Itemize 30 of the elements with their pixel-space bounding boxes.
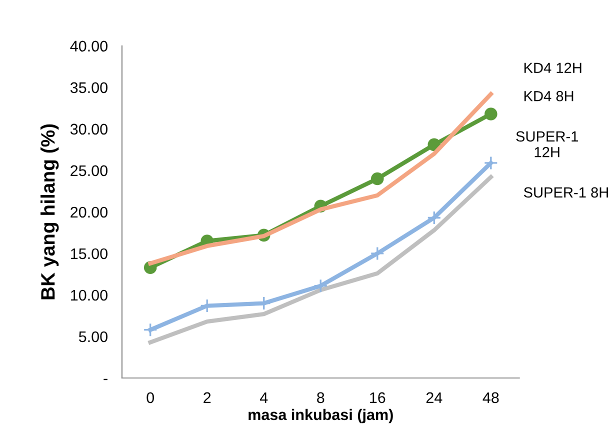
- x-tick-label: 8: [317, 392, 324, 404]
- y-tick-label: -: [104, 378, 108, 380]
- y-tick-label: 30.00: [70, 124, 108, 135]
- y-tick-label: 25.00: [70, 165, 108, 176]
- series-label: SUPER-1 12H: [516, 131, 578, 158]
- x-tick-label: 16: [370, 392, 386, 404]
- x-tick-label: 4: [260, 392, 268, 403]
- point: [484, 108, 498, 120]
- text: KD4 12H: [524, 62, 582, 73]
- text: KD4 8H: [524, 90, 574, 102]
- y-tick-label: 35.00: [70, 82, 108, 94]
- point: [370, 246, 384, 261]
- point: [143, 322, 158, 337]
- y-tick-label: 15.00: [71, 248, 108, 260]
- point: [314, 278, 328, 293]
- y-tick-label: 40.00: [70, 40, 108, 52]
- point: [427, 210, 442, 225]
- line-series: [148, 174, 493, 344]
- point: [484, 156, 498, 170]
- x-tick-label: 2: [204, 392, 211, 403]
- y-tick-label: 10.00: [71, 290, 108, 301]
- y-tick-label: 20.00: [70, 206, 108, 218]
- y-axis-title: BK yang hilang (%): [40, 124, 59, 300]
- x-tick-label: 24: [426, 392, 442, 403]
- x-tick-label: 0: [146, 392, 154, 404]
- x-axis-title: masa inkubasi (jam): [248, 408, 393, 424]
- y-tick-label: 5.00: [78, 331, 108, 342]
- x-tick-label: 48: [482, 392, 499, 404]
- text: SUPER-1 8H: [524, 187, 608, 198]
- point: [370, 172, 384, 186]
